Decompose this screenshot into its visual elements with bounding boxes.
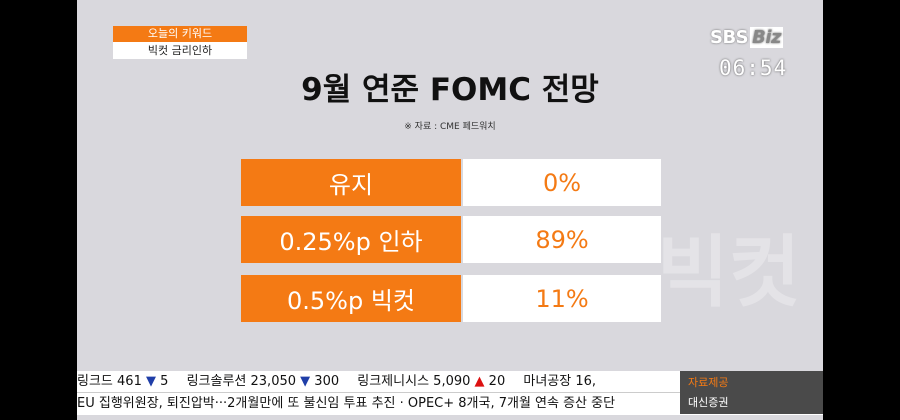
keyword-header: 오늘의 키워드: [113, 26, 247, 42]
stock-ticker: 링크드 461 ▼ 5 링크솔루션 23,050 ▼ 300 링크제니시스 5,…: [77, 371, 823, 392]
table-row: 0.25%p 인하 89%: [241, 216, 661, 263]
up-arrow-icon: ▲: [474, 374, 485, 389]
data-provider-box: 자료제공 대신증권: [680, 371, 823, 414]
provider-label: 자료제공: [688, 376, 729, 389]
down-arrow-icon: ▼: [300, 374, 311, 389]
table-row: 유지 0%: [241, 159, 661, 206]
provider-name: 대신증권: [688, 396, 729, 409]
keyword-text: 빅컷 금리인하: [113, 42, 247, 59]
clock: 06:54: [719, 56, 788, 80]
row-value: 89%: [463, 216, 661, 263]
broadcast-screen: 오늘의 키워드 빅컷 금리인하 SBS Biz 06:54 빅컷 9월 연준 FO…: [77, 0, 823, 420]
watermark-text: 빅컷: [657, 228, 801, 318]
page-title: 9월 연준 FOMC 전망: [301, 72, 599, 108]
logo-brand: SBS: [710, 27, 749, 48]
ticker-item: 링크제니시스 5,090 ▲ 20: [357, 374, 506, 389]
ticker-item: 마녀공장 16,: [523, 374, 597, 389]
row-value: 0%: [463, 159, 661, 206]
table-row: 0.5%p 빅컷 11%: [241, 275, 661, 322]
source-note: ※ 자료 : CME 페드워치: [404, 122, 496, 132]
ticker-item: 링크드 461 ▼ 5: [77, 374, 169, 389]
down-arrow-icon: ▼: [146, 374, 156, 389]
row-label: 유지: [241, 159, 461, 206]
row-value: 11%: [463, 275, 661, 322]
ticker-item: 링크솔루션 23,050 ▼ 300: [186, 374, 340, 389]
keyword-box: 오늘의 키워드 빅컷 금리인하: [113, 26, 247, 59]
logo-sub: Biz: [750, 27, 784, 48]
row-label: 0.5%p 빅컷: [241, 275, 461, 322]
news-ticker: EU 집행위원장, 퇴진압박···2개월만에 또 불신임 투표 추진 · OPE…: [77, 392, 823, 415]
row-label: 0.25%p 인하: [241, 216, 461, 263]
channel-logo: SBS Biz: [710, 27, 784, 48]
